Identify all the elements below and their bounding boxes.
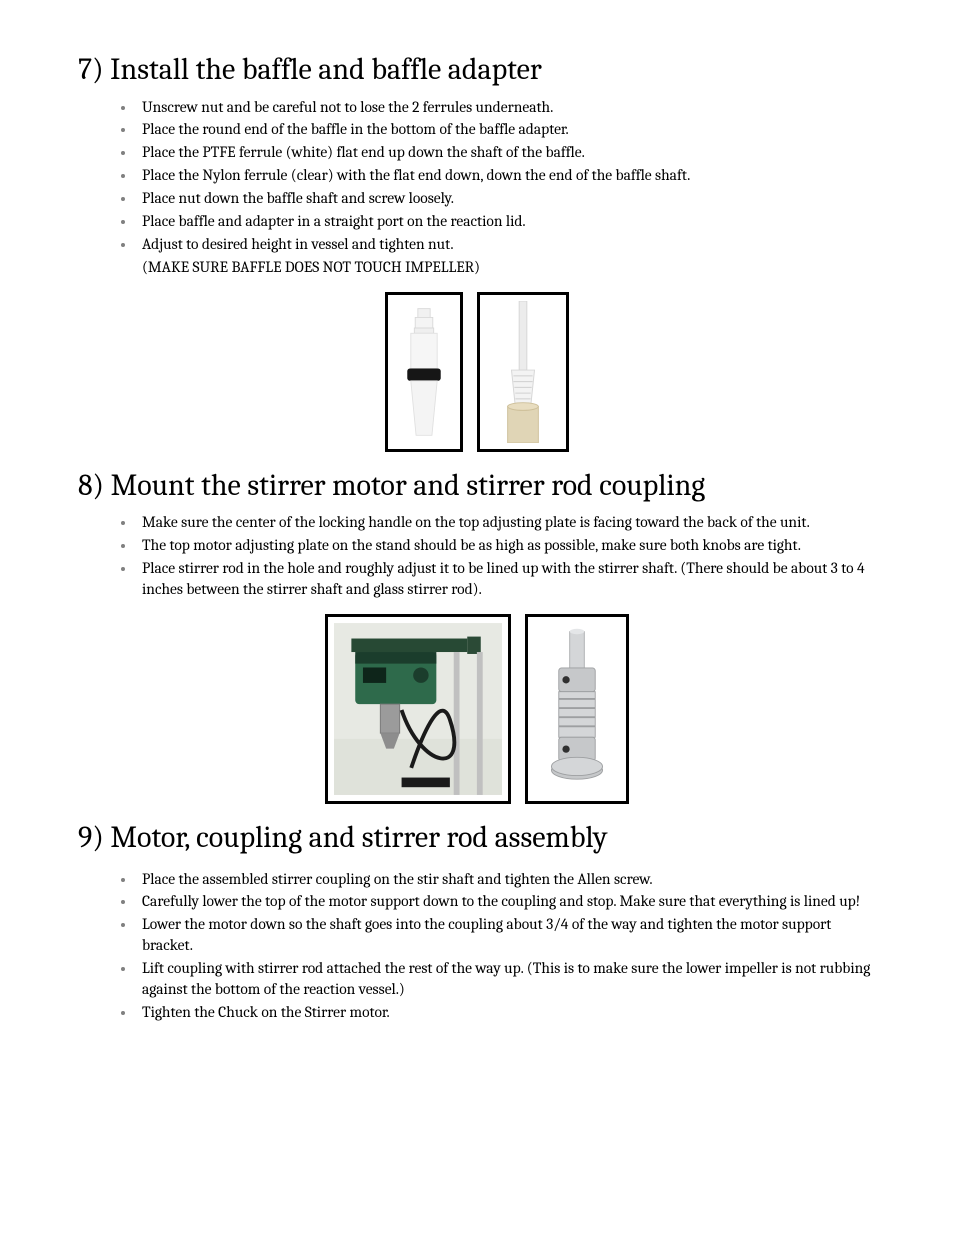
list-item: Unscrew nut and be careful not to lose t… xyxy=(136,97,876,118)
list-item: Place the Nylon ferrule (clear) with the… xyxy=(136,165,876,186)
section-7-heading: 7) Install the baffle and baffle adapter xyxy=(78,50,876,91)
list-item: Lower the motor down so the shaft goes i… xyxy=(136,914,876,956)
section-8-figures xyxy=(78,614,876,804)
figure-stirrer-motor xyxy=(325,614,511,804)
list-item-text: Adjust to desired height in vessel and t… xyxy=(142,235,454,253)
list-item: Carefully lower the top of the motor sup… xyxy=(136,891,876,912)
list-item: Make sure the center of the locking hand… xyxy=(136,512,876,533)
list-item: Place the PTFE ferrule (white) flat end … xyxy=(136,142,876,163)
section-7-steps: Unscrew nut and be careful not to lose t… xyxy=(78,97,876,278)
section-7-figures xyxy=(78,292,876,452)
list-item: Place nut down the baffle shaft and scre… xyxy=(136,188,876,209)
section-8-steps: Make sure the center of the locking hand… xyxy=(78,512,876,600)
figure-stirrer-coupling xyxy=(525,614,629,804)
list-item: Place the assembled stirrer coupling on … xyxy=(136,869,876,890)
list-item: Place the round end of the baffle in the… xyxy=(136,119,876,140)
section-8-heading: 8) Mount the stirrer motor and stirrer r… xyxy=(78,466,876,507)
list-item: Lift coupling with stirrer rod attached … xyxy=(136,958,876,1000)
list-item: Tighten the Chuck on the Stirrer motor. xyxy=(136,1002,876,1023)
figure-baffle-shaft xyxy=(477,292,569,452)
figure-baffle-adapter xyxy=(385,292,463,452)
section-9-steps: Place the assembled stirrer coupling on … xyxy=(78,869,876,1023)
list-item: Adjust to desired height in vessel and t… xyxy=(136,234,876,278)
list-item-note: (MAKE SURE BAFFLE DOES NOT TOUCH IMPELLE… xyxy=(142,257,876,278)
section-9-heading: 9) Motor, coupling and stirrer rod assem… xyxy=(78,818,876,859)
list-item: Place stirrer rod in the hole and roughl… xyxy=(136,558,876,600)
list-item: Place baffle and adapter in a straight p… xyxy=(136,211,876,232)
list-item: The top motor adjusting plate on the sta… xyxy=(136,535,876,556)
